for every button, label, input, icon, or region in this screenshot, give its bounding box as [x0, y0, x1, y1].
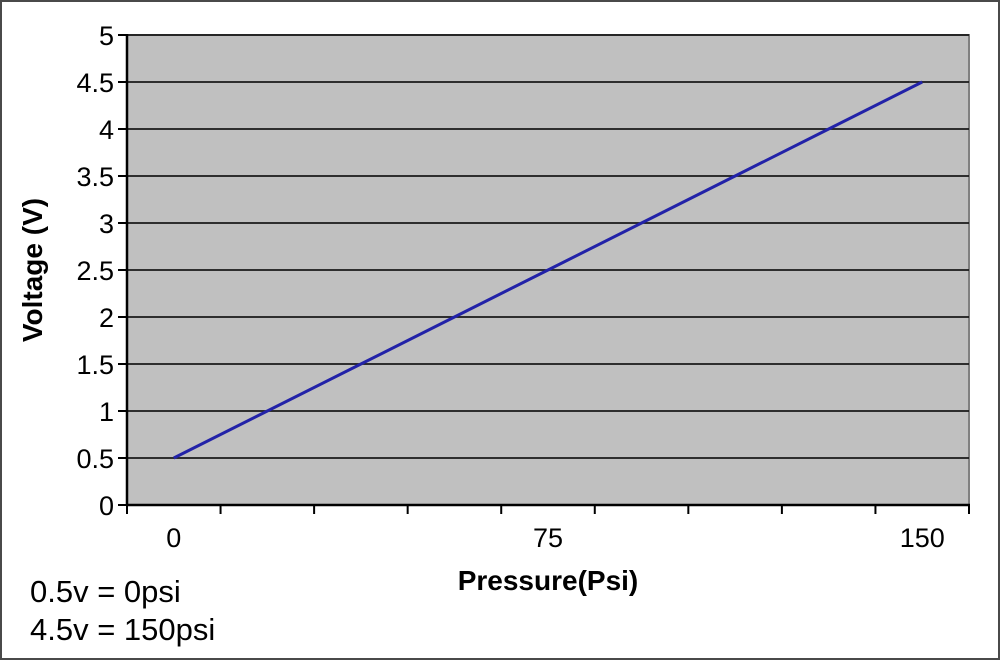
- y-tick-label: 5: [99, 21, 114, 51]
- y-tick-label: 4: [99, 115, 114, 145]
- y-tick-label: 0: [99, 491, 114, 521]
- y-tick-label: 3: [99, 209, 114, 239]
- y-tick-label: 1: [99, 397, 114, 427]
- y-tick-label: 2: [99, 303, 114, 333]
- y-tick-label: 0.5: [76, 444, 114, 474]
- x-tick-label: 75: [533, 523, 563, 553]
- y-tick-label: 1.5: [76, 350, 114, 380]
- y-axis-title: Voltage (V): [17, 198, 48, 342]
- x-axis-title: Pressure(Psi): [458, 565, 639, 596]
- y-tick-label: 2.5: [76, 256, 114, 286]
- x-tick-label: 0: [166, 523, 181, 553]
- annotation-calibration-low: 0.5v = 0psi: [30, 574, 181, 609]
- plot-layer: 0 0.5 1 1.5 2 2.5 3 3.5 4 4.5 5 0 75 150: [76, 21, 970, 553]
- annotation-calibration-high: 4.5v = 150psi: [30, 612, 215, 647]
- series-line: [173, 80, 923, 460]
- y-tick-label: 3.5: [76, 162, 114, 192]
- y-tick-label: 4.5: [76, 68, 114, 98]
- x-tick-label: 150: [900, 523, 945, 553]
